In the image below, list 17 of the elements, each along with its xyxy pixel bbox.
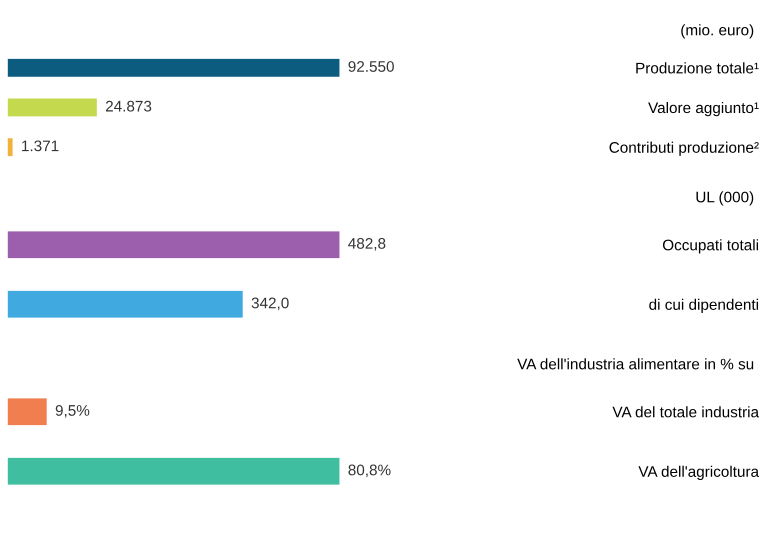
y-tick-label: Valore aggiunto¹ (648, 102, 759, 116)
data-label: 9,5% (56, 405, 90, 418)
y-tick-label: di cui dipendenti (649, 298, 758, 313)
data-label: 1.371 (22, 140, 58, 152)
y-tick-label: VA dell'agricoltura (638, 466, 760, 480)
data-label: 482,8 (348, 238, 386, 251)
text: (mio. euro) (681, 24, 754, 38)
y-tick-label: Occupati totali (662, 239, 758, 254)
data-label: 24.873 (106, 100, 152, 112)
data-label: 342,0 (252, 298, 289, 310)
text: VA dell'industria alimentare in % su (517, 358, 754, 370)
data-label: 80,8% (348, 464, 391, 478)
y-tick-label: Produzione totale¹ (636, 62, 759, 74)
y-tick-label: VA del totale industria (612, 406, 760, 418)
text: UL (000) (696, 191, 754, 206)
y-tick-label: Contributi produzione² (610, 142, 759, 156)
data-label: 92.550 (348, 61, 394, 72)
